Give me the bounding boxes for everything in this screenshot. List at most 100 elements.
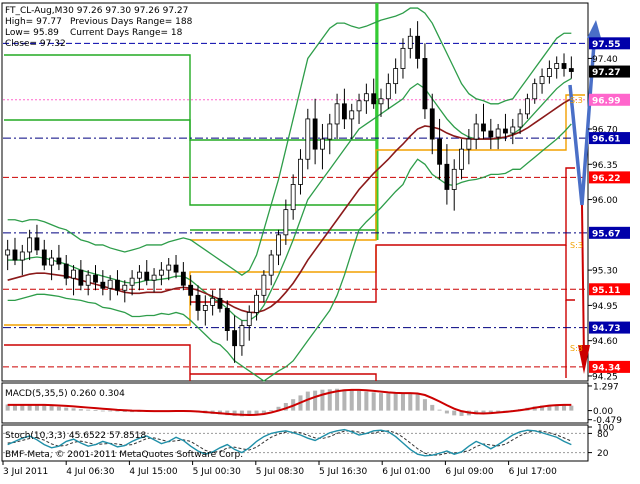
price-pane-border <box>1 2 589 382</box>
candle-body <box>341 103 347 120</box>
price-tick-label: 97.40 <box>592 55 618 65</box>
candle-body <box>481 123 486 132</box>
candle <box>210 290 216 316</box>
price-badge-label: 95.67 <box>592 229 620 239</box>
candle-body <box>312 118 318 150</box>
macd-histogram-bar <box>20 405 25 411</box>
macd-histogram-bar <box>64 407 69 411</box>
candle-body <box>363 93 369 102</box>
candle-body <box>290 184 296 211</box>
candle <box>224 300 230 341</box>
chart-header: FT_CL-Aug,M30 97.26 97.30 97.26 97.27 Hi… <box>5 6 193 49</box>
stoch-tick-label: 80 <box>597 430 609 440</box>
candle <box>546 60 552 84</box>
candle-body <box>532 83 538 100</box>
time-tick-label: 6 Jul 17:00 <box>509 467 558 477</box>
price-tick-label: 96.70 <box>592 126 618 136</box>
macd-histogram-bar <box>27 404 32 411</box>
candle <box>283 199 289 245</box>
candle <box>56 244 62 271</box>
candle <box>327 113 333 155</box>
candle-body <box>459 148 464 170</box>
low-value: Low= 95.89 <box>5 28 59 38</box>
candle <box>444 144 450 205</box>
candle <box>290 174 296 220</box>
macd-histogram-bar <box>108 410 113 412</box>
price-badge-label: 97.27 <box>592 68 620 78</box>
macd-histogram-bar <box>437 409 442 411</box>
price-tick-label: 94.60 <box>592 337 618 347</box>
macd-histogram-bar <box>320 389 325 411</box>
price-tick-label: 95.30 <box>592 267 618 277</box>
high-value: High= 97.77 <box>5 17 62 27</box>
macd-histogram-bar <box>547 404 552 411</box>
macd-signal-line <box>7 388 572 416</box>
macd-histogram-bar <box>122 410 127 412</box>
candle-body <box>195 294 201 311</box>
macd-histogram-bar <box>78 409 83 411</box>
candle <box>459 139 464 180</box>
candle-body <box>49 257 54 266</box>
green-level-line-middle <box>4 119 376 206</box>
macd-histogram-bar <box>444 410 449 414</box>
candle-body <box>466 138 472 150</box>
candle <box>71 265 76 296</box>
macd-histogram-bar <box>254 410 259 415</box>
candle <box>510 118 516 145</box>
candle-body <box>137 271 142 279</box>
macd-histogram-bar <box>481 410 486 414</box>
candle-body <box>385 83 391 100</box>
candle <box>100 270 106 296</box>
macd-histogram-bar <box>378 393 384 411</box>
candle <box>180 262 186 291</box>
macd-pane-border <box>1 382 589 424</box>
candle <box>554 56 560 79</box>
time-tick-label: 3 Jul 2011 <box>3 467 48 477</box>
candle <box>254 290 259 321</box>
time-tick-label: 4 Jul 15:00 <box>129 467 178 477</box>
candle <box>488 118 494 150</box>
candle <box>422 43 428 119</box>
candle-body <box>166 264 172 271</box>
macd-histogram-bar <box>232 410 237 416</box>
macd-histogram-bar <box>86 409 91 411</box>
price-badge-box <box>589 37 630 50</box>
candle <box>568 56 574 79</box>
candle <box>151 268 157 293</box>
macd-histogram-bar <box>313 390 318 411</box>
candle <box>341 88 347 129</box>
candle-body <box>19 251 25 261</box>
candle <box>246 305 252 341</box>
candle-body <box>495 128 501 138</box>
macd-histogram-bar <box>562 404 567 411</box>
candle-body <box>510 126 516 134</box>
price-badge-box <box>589 93 630 106</box>
candle-body <box>429 108 435 140</box>
candle-body <box>115 279 120 291</box>
candle-body <box>371 93 377 105</box>
price-badge-box <box>589 360 630 373</box>
candle-body <box>517 113 523 128</box>
candle <box>5 239 11 271</box>
candle <box>320 123 325 170</box>
candle-body <box>210 297 216 306</box>
candle <box>532 78 538 104</box>
time-tick-label: 5 Jul 16:30 <box>319 467 368 477</box>
candle <box>137 265 142 291</box>
candle <box>158 262 164 286</box>
candle-body <box>378 98 384 105</box>
candle-body <box>503 128 508 134</box>
candle-body <box>144 271 150 281</box>
candle <box>503 113 508 142</box>
price-badge-label: 97.55 <box>592 40 620 50</box>
candle-body <box>239 325 245 347</box>
candle <box>378 88 384 117</box>
candle-body <box>525 98 530 115</box>
red-level-line-lower <box>190 373 377 381</box>
price-badge-label: 94.34 <box>592 363 620 373</box>
candle <box>261 270 267 303</box>
macd-histogram-bar <box>488 410 493 413</box>
candle-body <box>349 110 355 120</box>
stoch-tick-label: 20 <box>597 449 609 459</box>
